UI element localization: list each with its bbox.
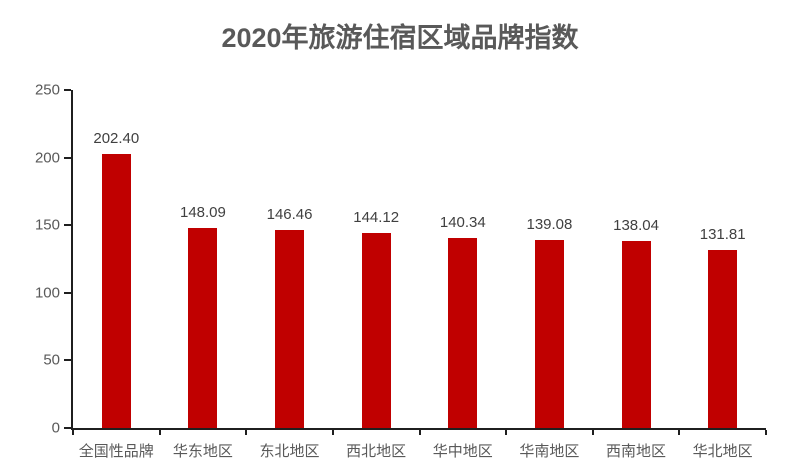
chart-title: 2020年旅游住宿区域品牌指数 <box>221 23 579 53</box>
plot-area: 0 50 100 150 200 250 202.40 148.09 146.46 144.12… <box>35 82 767 437</box>
x-axis-category-label: 华东地区 <box>172 443 233 460</box>
bar <box>275 230 305 428</box>
x-axis-tick <box>331 430 334 435</box>
x-axis-category-label: 华北地区 <box>692 443 753 460</box>
bar-group: 139.08 <box>506 90 593 428</box>
y-axis-tick <box>64 224 71 227</box>
bar-value-label: 146.46 <box>266 206 313 223</box>
y-axis-tick-label: 250 <box>34 81 60 99</box>
y-axis-tick-label: 150 <box>34 216 60 234</box>
bar <box>534 239 564 428</box>
bar <box>188 227 218 428</box>
x-axis-category-label: 西南地区 <box>606 443 667 460</box>
bar-value-label: 138.04 <box>613 217 659 235</box>
bar-group: 138.04 <box>593 90 680 428</box>
bar-value-label: 148.09 <box>179 203 226 221</box>
y-axis-tick-label: 0 <box>51 419 60 437</box>
x-axis-tick <box>418 430 421 435</box>
bars-layer: 202.40 148.09 146.46 144.12 140.34 139.08 138.… <box>73 90 766 428</box>
bar <box>101 154 131 428</box>
x-axis-category-label: 华中地区 <box>432 443 493 460</box>
x-axis-tick <box>678 430 681 435</box>
bar <box>448 238 478 428</box>
y-axis-tick-label: 200 <box>34 149 60 167</box>
x-axis-category-label: 东北地区 <box>259 443 320 460</box>
y-axis-line <box>71 90 73 430</box>
x-axis-tick <box>591 430 594 435</box>
bar <box>361 233 391 428</box>
bar-value-label: 131.81 <box>699 225 746 243</box>
bar <box>621 241 651 428</box>
x-axis-tick <box>765 430 767 435</box>
y-axis-tick <box>64 427 71 429</box>
y-axis-tick-label: 50 <box>43 351 60 369</box>
bar-value-label: 202.40 <box>93 130 140 148</box>
x-axis-tick <box>158 430 161 435</box>
x-axis-line <box>71 428 766 430</box>
y-axis-tick <box>64 359 71 362</box>
bar <box>708 249 738 428</box>
y-axis-tick <box>64 89 71 91</box>
x-axis-category-label: 全国性品牌 <box>78 443 154 460</box>
bar-group: 202.40 <box>73 90 160 428</box>
bar-group: 140.34 <box>420 90 507 428</box>
x-axis-labels: 全国性品牌 华东地区 东北地区 西北地区 华中地区 华南地区 西南地区 华北地区 <box>73 440 766 461</box>
y-axis-tick <box>64 291 71 294</box>
bar-group: 148.09 <box>160 90 247 428</box>
bar-value-label: 139.08 <box>526 215 573 233</box>
bar-group: 146.46 <box>246 90 333 428</box>
x-axis-tick <box>245 430 248 435</box>
x-axis-tick <box>72 430 74 435</box>
y-axis-tick <box>64 156 71 159</box>
x-axis-tick <box>505 430 508 435</box>
x-axis-category-label: 西北地区 <box>346 443 407 460</box>
bar-value-label: 144.12 <box>353 209 400 227</box>
x-axis-category-label: 华南地区 <box>519 443 580 460</box>
bar-value-label: 140.34 <box>439 214 486 232</box>
bar-group: 144.12 <box>333 90 420 428</box>
bar-group: 131.81 <box>679 90 766 428</box>
y-axis-tick-label: 100 <box>34 284 60 302</box>
